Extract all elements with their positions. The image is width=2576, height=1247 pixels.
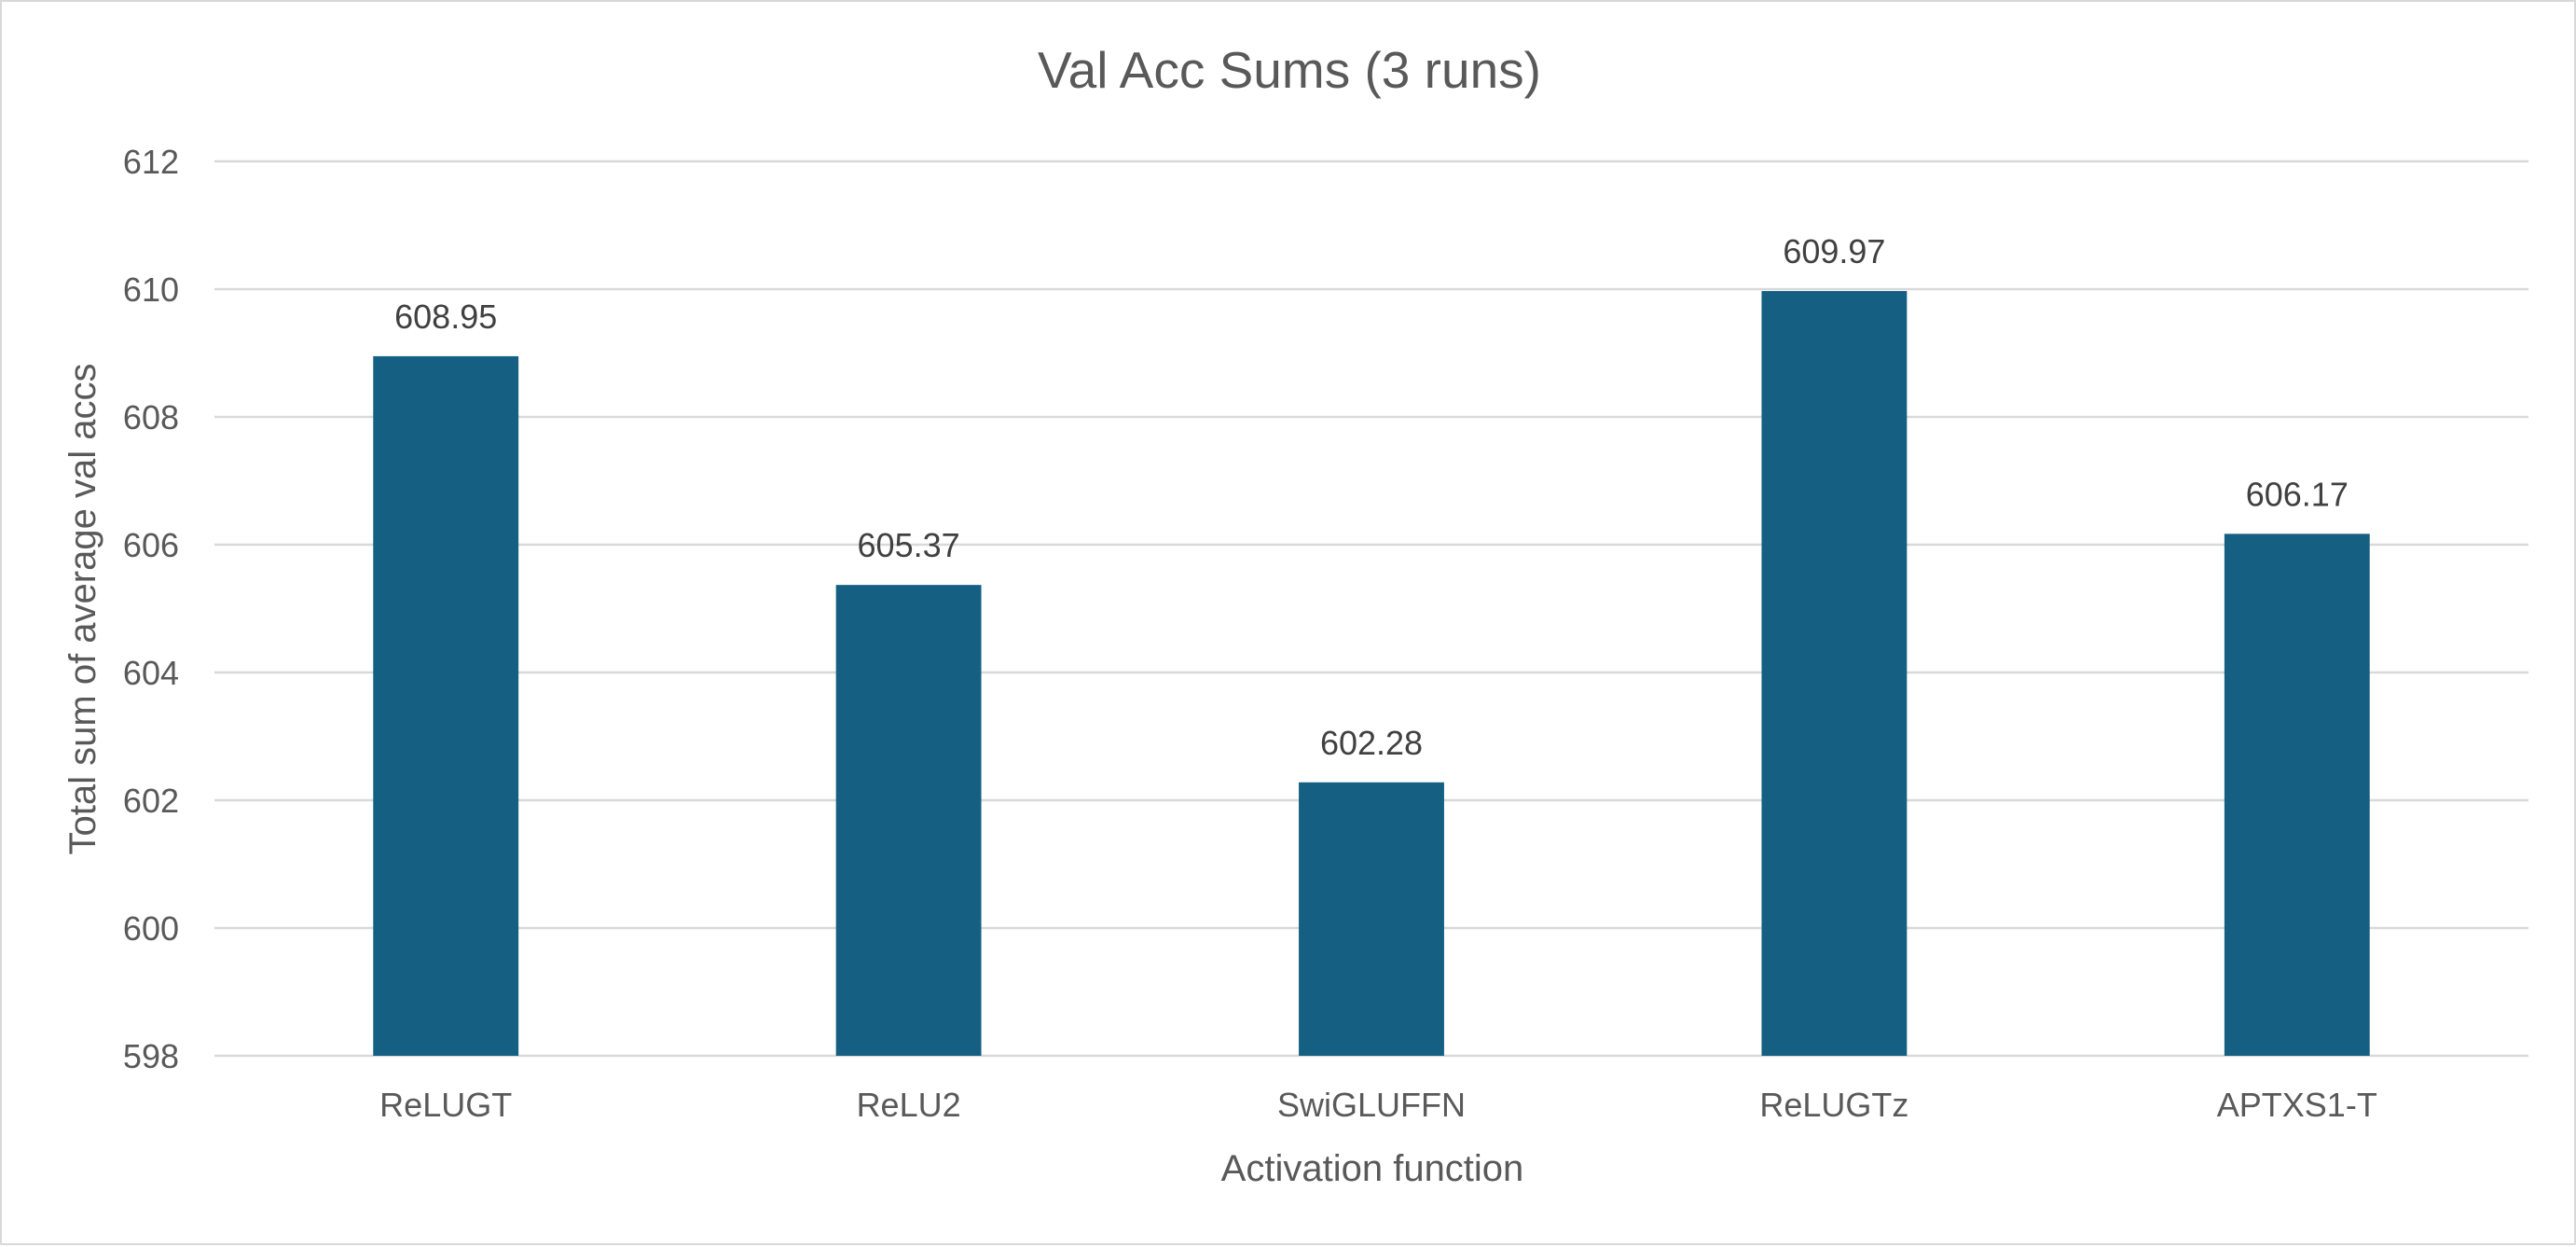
y-tick-label: 612 <box>123 143 179 181</box>
bar-relugt <box>373 355 519 1056</box>
x-tick-label: ReLUGT <box>379 1086 512 1124</box>
bar-relu2 <box>835 585 982 1056</box>
y-tick-label: 598 <box>123 1037 179 1075</box>
data-label: 609.97 <box>1783 232 1885 270</box>
bar-aptxs1-t <box>2224 533 2370 1056</box>
y-tick-label: 604 <box>123 654 179 692</box>
x-tick-label: SwiGLUFFN <box>1277 1086 1466 1124</box>
y-tick-label: 608 <box>123 398 179 436</box>
y-tick-label: 602 <box>123 782 179 820</box>
chart-title: Val Acc Sums (3 runs) <box>1038 41 1541 99</box>
data-label: 605.37 <box>858 526 960 564</box>
x-tick-label: ReLU2 <box>857 1086 961 1124</box>
bars <box>373 291 2370 1056</box>
y-tick-label: 610 <box>123 270 179 309</box>
x-tick-label: APTXS1-T <box>2217 1086 2377 1124</box>
x-tick-label: ReLUGTz <box>1759 1086 1908 1124</box>
data-label: 602.28 <box>1320 724 1423 762</box>
data-label: 608.95 <box>394 298 497 336</box>
y-tick-label: 600 <box>123 909 179 948</box>
y-axis-title: Total sum of average val accs <box>62 364 103 855</box>
data-labels: 608.95 605.37 602.28 609.97 606.17 <box>394 232 2349 762</box>
data-label: 606.17 <box>2246 475 2349 513</box>
bar-swigluffn <box>1299 782 1444 1056</box>
x-axis-title: Activation function <box>1221 1148 1524 1189</box>
x-axis-ticks: ReLUGT ReLU2 SwiGLUFFN ReLUGTz APTXS1-T <box>379 1086 2377 1124</box>
bar-relugtz <box>1761 291 1908 1056</box>
y-tick-label: 606 <box>123 526 179 564</box>
y-axis-ticks: 598 600 602 604 606 608 610 612 <box>123 143 179 1075</box>
